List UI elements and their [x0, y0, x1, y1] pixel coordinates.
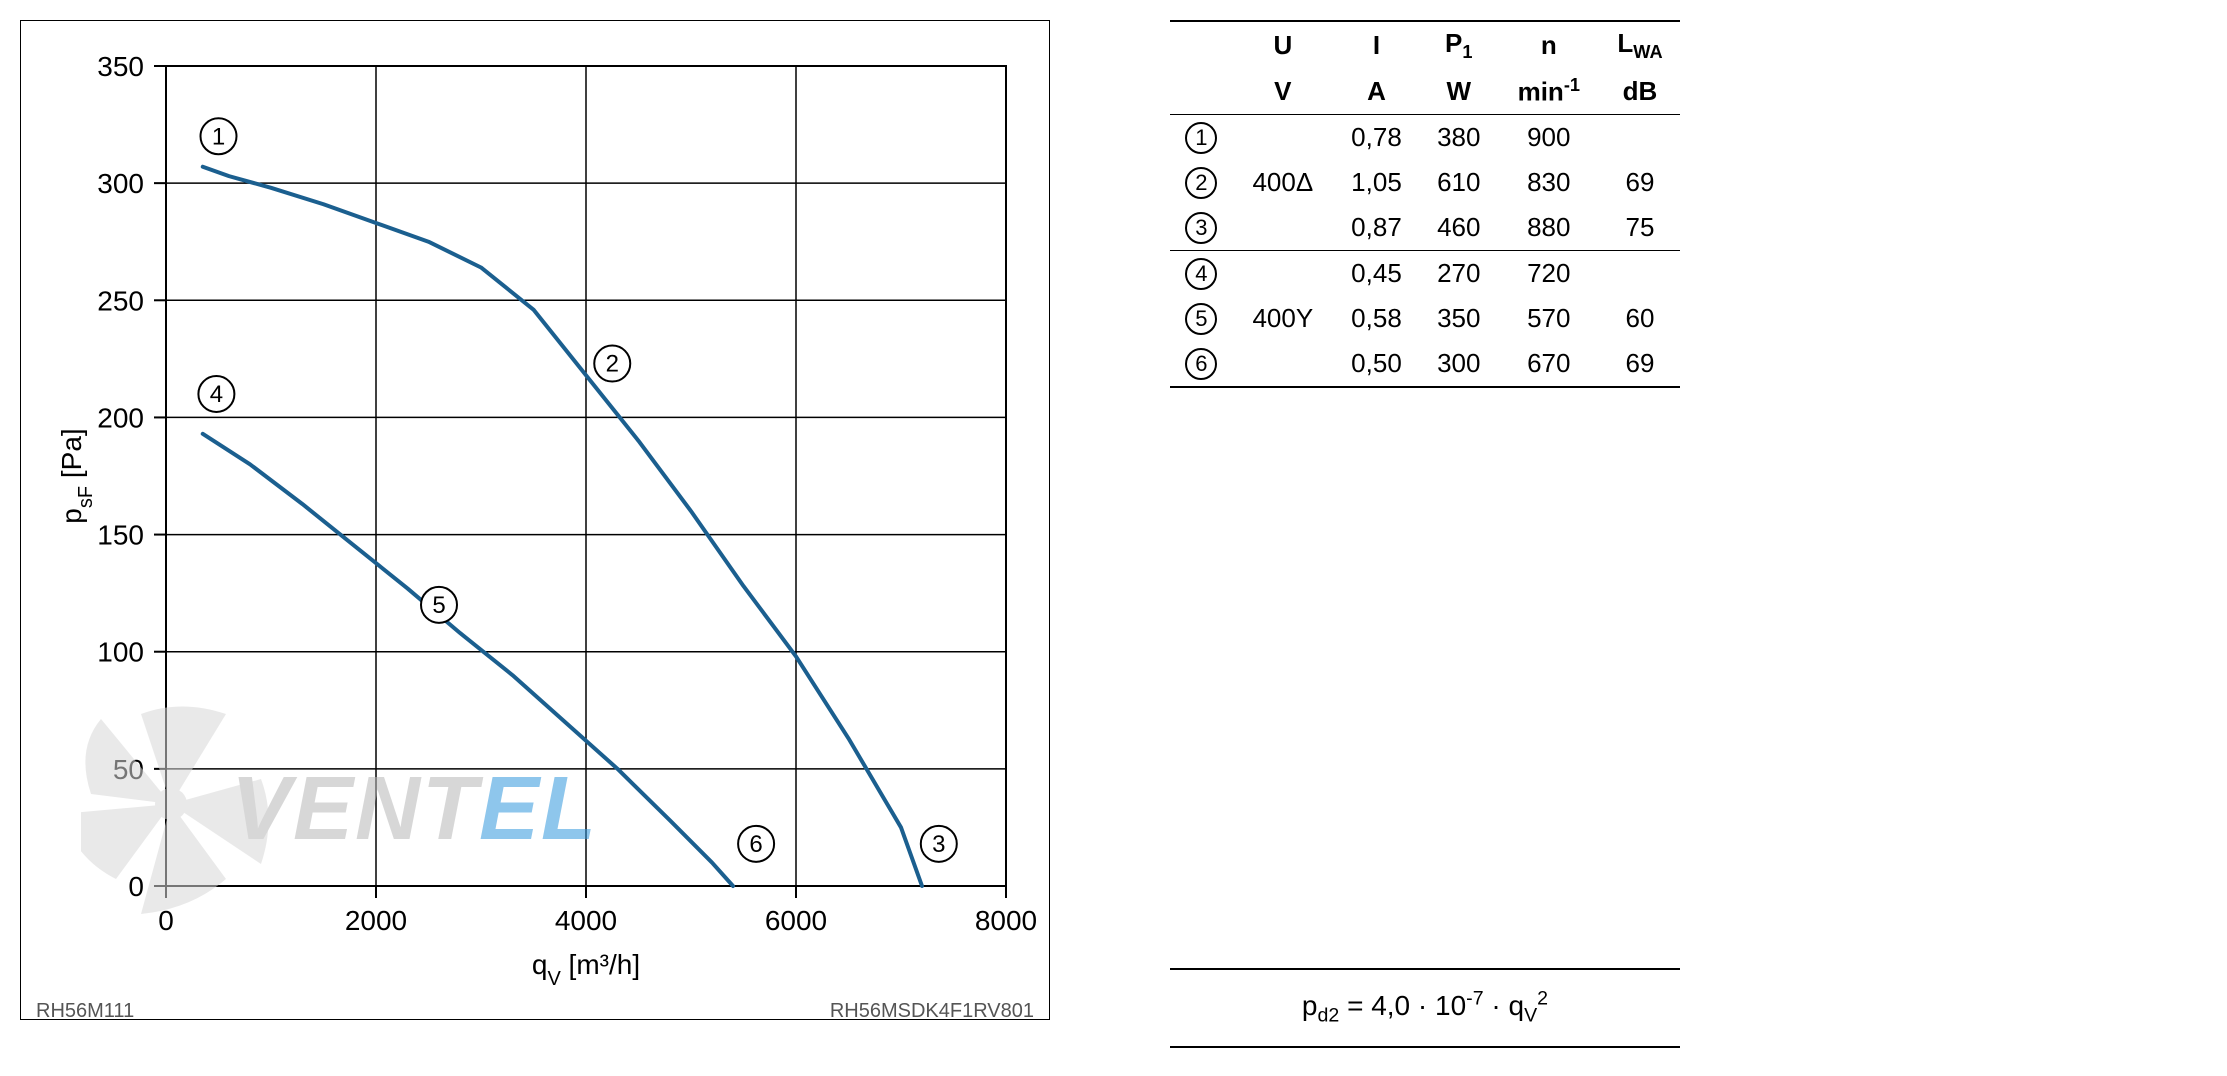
performance-chart: 0 2000 4000 6000 8000 0 50 100 150 200 250 300 350 qV…: [36, 36, 1036, 996]
chart-code-left: RH56M111: [36, 1000, 134, 1023]
cell-n: 830: [1498, 160, 1600, 205]
cell-U: [1233, 114, 1333, 160]
cell-U: [1233, 250, 1333, 296]
th-P1: P1: [1420, 21, 1498, 69]
svg-text:200: 200: [97, 402, 144, 433]
th-LWA: LWA: [1600, 21, 1680, 69]
svg-text:0: 0: [128, 871, 144, 902]
svg-text:5: 5: [432, 592, 445, 619]
svg-text:6000: 6000: [765, 905, 827, 936]
chart-code-right: RH56MSDK4F1RV801: [830, 1000, 1034, 1023]
cell-I: 0,87: [1333, 205, 1420, 251]
svg-text:2: 2: [606, 351, 619, 378]
svg-text:300: 300: [97, 168, 144, 199]
table-row: 1 0,78380900: [1170, 114, 1680, 160]
svg-text:4: 4: [210, 381, 223, 408]
svg-text:250: 250: [97, 285, 144, 316]
table-row: 6 0,5030067069: [1170, 341, 1680, 387]
table-row: 4 0,45270720: [1170, 250, 1680, 296]
svg-text:1: 1: [212, 123, 225, 150]
svg-text:4000: 4000: [555, 905, 617, 936]
cell-U: 400Y: [1233, 296, 1333, 341]
table-row: 2 400Δ1,0561083069: [1170, 160, 1680, 205]
cell-L: 69: [1600, 160, 1680, 205]
cell-I: 1,05: [1333, 160, 1420, 205]
svg-text:qV [m³/h]: qV [m³/h]: [532, 949, 640, 990]
row-marker-1: 1: [1185, 122, 1217, 154]
svg-text:50: 50: [113, 754, 144, 785]
cell-n: 570: [1498, 296, 1600, 341]
unit-V: V: [1233, 69, 1333, 114]
svg-text:8000: 8000: [975, 905, 1036, 936]
cell-L: [1600, 250, 1680, 296]
row-marker-3: 3: [1185, 212, 1217, 244]
cell-L: 69: [1600, 341, 1680, 387]
cell-I: 0,58: [1333, 296, 1420, 341]
cell-L: 60: [1600, 296, 1680, 341]
cell-L: [1600, 114, 1680, 160]
th-n: n: [1498, 21, 1600, 69]
cell-U: [1233, 205, 1333, 251]
svg-text:150: 150: [97, 520, 144, 551]
chart-footer: RH56M111 RH56MSDK4F1RV801: [36, 1000, 1034, 1023]
cell-P: 300: [1420, 341, 1498, 387]
svg-text:2000: 2000: [345, 905, 407, 936]
formula-text: pd2 = 4,0 · 10-7 · qV2: [1302, 990, 1548, 1021]
cell-U: 400Δ: [1233, 160, 1333, 205]
svg-text:0: 0: [158, 905, 174, 936]
row-marker-5: 5: [1185, 303, 1217, 335]
cell-U: [1233, 341, 1333, 387]
cell-I: 0,45: [1333, 250, 1420, 296]
cell-n: 880: [1498, 205, 1600, 251]
formula-box: pd2 = 4,0 · 10-7 · qV2: [1170, 968, 1680, 1048]
table-panel: UIP1nLWAVAWmin-1dB10,783809002400Δ1,0561…: [1170, 20, 1680, 1048]
unit-min: min-1: [1498, 69, 1600, 114]
unit-dB: dB: [1600, 69, 1680, 114]
svg-text:350: 350: [97, 51, 144, 82]
cell-n: 720: [1498, 250, 1600, 296]
cell-P: 350: [1420, 296, 1498, 341]
row-marker-4: 4: [1185, 258, 1217, 290]
cell-n: 900: [1498, 114, 1600, 160]
unit-A: A: [1333, 69, 1420, 114]
row-marker-6: 6: [1185, 348, 1217, 380]
table-row: 5 400Y0,5835057060: [1170, 296, 1680, 341]
cell-P: 610: [1420, 160, 1498, 205]
th-U: U: [1233, 21, 1333, 69]
th-I: I: [1333, 21, 1420, 69]
chart-panel: VENTEL 020004000600080000501001502002503…: [20, 20, 1050, 1020]
cell-L: 75: [1600, 205, 1680, 251]
cell-I: 0,78: [1333, 114, 1420, 160]
svg-text:psF [Pa]: psF [Pa]: [56, 428, 97, 523]
table-row: 3 0,8746088075: [1170, 205, 1680, 251]
cell-n: 670: [1498, 341, 1600, 387]
svg-text:100: 100: [97, 637, 144, 668]
svg-text:6: 6: [749, 831, 762, 858]
cell-P: 380: [1420, 114, 1498, 160]
row-marker-2: 2: [1185, 167, 1217, 199]
unit-W: W: [1420, 69, 1498, 114]
cell-P: 460: [1420, 205, 1498, 251]
cell-P: 270: [1420, 250, 1498, 296]
cell-I: 0,50: [1333, 341, 1420, 387]
svg-text:3: 3: [932, 831, 945, 858]
spec-table: UIP1nLWAVAWmin-1dB10,783809002400Δ1,0561…: [1170, 20, 1680, 388]
